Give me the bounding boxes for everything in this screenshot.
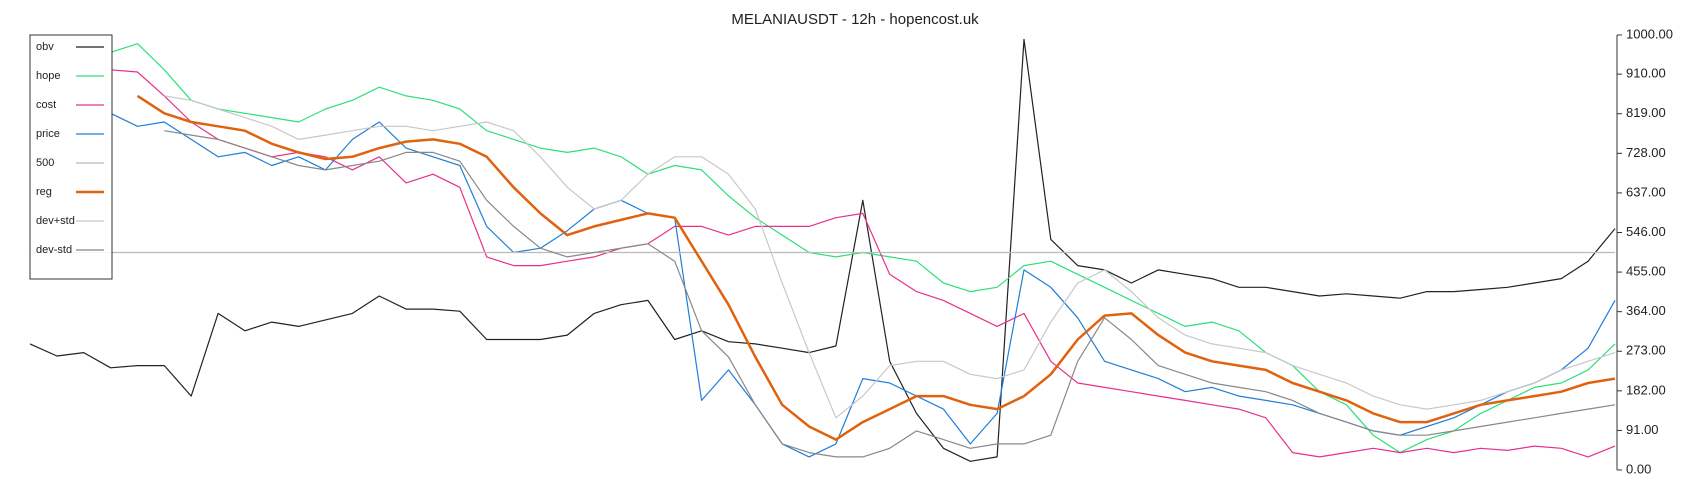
series-line: [164, 130, 1616, 458]
y-tick-label: 1000.00: [1626, 26, 1673, 41]
legend-label: cost: [36, 99, 56, 111]
legend-label: obv: [36, 41, 54, 53]
y-tick-label: 182.00: [1626, 382, 1666, 397]
y-tick-label: 910.00: [1626, 66, 1666, 81]
y-tick-label: 819.00: [1626, 105, 1666, 120]
series-line: [164, 95, 1616, 419]
legend-label: dev-std: [36, 244, 72, 256]
legend-label: hope: [36, 70, 60, 82]
legend-label: reg: [36, 186, 52, 198]
legend-label: 500: [36, 157, 54, 169]
y-tick-label: 637.00: [1626, 184, 1666, 199]
y-tick-label: 0.00: [1626, 461, 1651, 476]
y-tick-label: 728.00: [1626, 145, 1666, 160]
y-tick-label: 273.00: [1626, 343, 1666, 358]
series-line: [136, 94, 1616, 441]
legend-label: price: [36, 128, 60, 140]
series-line: [110, 112, 1616, 458]
y-tick-label: 455.00: [1626, 264, 1666, 279]
y-tick-label: 91.00: [1626, 422, 1659, 437]
series-line: [110, 69, 1616, 458]
legend-label: dev+std: [36, 215, 75, 227]
y-tick-label: 546.00: [1626, 224, 1666, 239]
series-line: [29, 38, 1616, 462]
series-line: [110, 43, 1616, 454]
y-tick-label: 364.00: [1626, 303, 1666, 318]
chart-title: MELANIAUSDT - 12h - hopencost.uk: [731, 11, 979, 28]
